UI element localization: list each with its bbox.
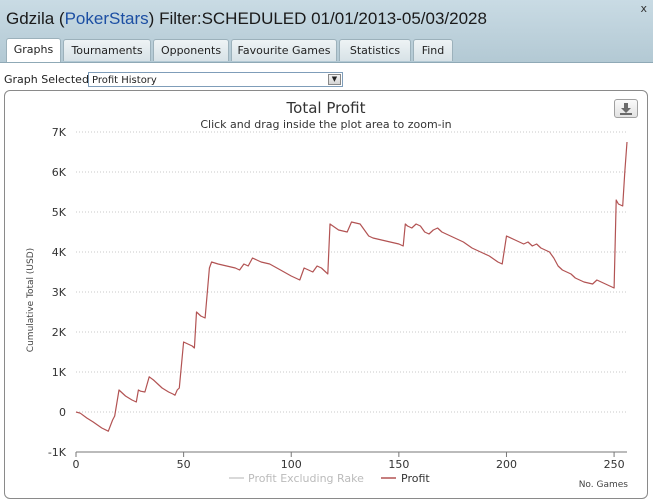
chart-panel [4, 90, 648, 499]
y-tick-label: 4K [52, 246, 67, 259]
chevron-down-icon[interactable]: ▼ [328, 74, 341, 85]
x-tick-label: 200 [496, 458, 517, 471]
x-tick-label: 0 [73, 458, 80, 471]
legend-item-profit-excluding-rake: Profit Excluding Rake [248, 472, 364, 485]
series-line-profit[interactable] [75, 141, 628, 432]
chart-subtitle: Click and drag inside the plot area to z… [200, 118, 451, 131]
x-tick-label: 50 [177, 458, 191, 471]
y-tick-label: 6K [52, 166, 67, 179]
tab-graphs[interactable]: Graphs [6, 38, 61, 62]
grid-lines [76, 131, 627, 413]
window-header: Gdzila (PokerStars) Filter:SCHEDULED 01/… [0, 0, 653, 63]
tab-find[interactable]: Find [413, 39, 453, 61]
chart-title: Total Profit [286, 99, 366, 117]
filter-label: Filter:SCHEDULED 01/01/2013-05/03/2028 [159, 9, 487, 28]
player-name: Gdzila [6, 9, 55, 28]
y-tick-label: 0 [59, 406, 66, 419]
graph-select-label: Graph Selected: [4, 73, 93, 86]
y-tick-label: 2K [52, 326, 67, 339]
download-icon [620, 103, 632, 115]
y-tick-label: 5K [52, 206, 67, 219]
y-tick-label: 1K [52, 366, 67, 379]
tab-favourite-games[interactable]: Favourite Games [231, 39, 337, 61]
legend-item-profit: Profit [401, 472, 430, 485]
series-layer [75, 141, 628, 432]
axes: -1K 0 1K 2K 3K 4K 5K 6K 7K 0 50 100 150 200 250 [48, 126, 627, 471]
x-axis-label: No. Games [579, 480, 629, 490]
chart-legend[interactable]: Profit Excluding Rake Profit [229, 472, 430, 485]
tab-statistics[interactable]: Statistics [339, 39, 411, 61]
y-tick-label: -1K [48, 446, 67, 459]
close-icon[interactable]: x [640, 2, 647, 15]
x-tick-label: 150 [388, 458, 409, 471]
y-tick-label: 3K [52, 286, 67, 299]
x-tick-label: 100 [281, 458, 302, 471]
tab-tournaments[interactable]: Tournaments [63, 39, 151, 61]
graph-select-value: Profit History [92, 75, 157, 86]
y-axis-label: Cumulative Total (USD) [26, 248, 36, 352]
site-name: PokerStars [64, 9, 149, 28]
download-button[interactable] [614, 99, 638, 118]
window-title: Gdzila (PokerStars) Filter:SCHEDULED 01/… [6, 9, 487, 28]
x-tick-label: 250 [604, 458, 625, 471]
y-tick-label: 7K [52, 126, 67, 139]
graph-select-dropdown[interactable]: Profit History ▼ [88, 72, 343, 87]
tab-opponents[interactable]: Opponents [153, 39, 229, 61]
